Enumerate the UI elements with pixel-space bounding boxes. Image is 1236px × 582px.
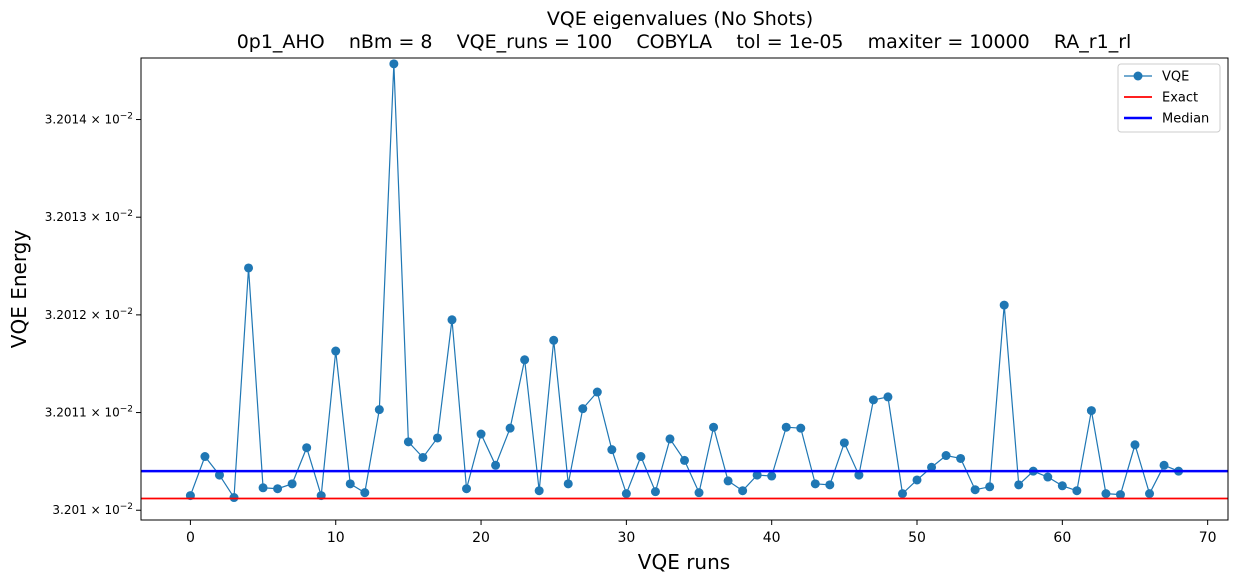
x-tick-label: 50 [908,530,926,546]
vqe-point [505,423,515,433]
x-tick-label: 60 [1053,530,1071,546]
vqe-point [592,387,602,397]
vqe-point [549,335,559,345]
x-tick-label: 20 [472,530,490,546]
vqe-point [432,433,442,443]
y-tick-label: 3.2012 × 10−2 [45,307,133,322]
y-axis: 3.201 × 10−2 3.2011 × 10−2 3.2012 × 10−2 3.… [45,112,141,517]
vqe-point [1101,489,1111,499]
vqe-point [1159,460,1169,470]
x-tick-label: 10 [327,530,345,546]
y-tick-label: 3.2013 × 10−2 [45,209,133,224]
plot-frame [140,57,1229,521]
vqe-point [709,422,719,432]
x-tick-label: 70 [1199,530,1217,546]
legend: VQE Exact Median [1117,63,1221,133]
vqe-point [752,470,762,480]
legend-marker-vqe [1133,71,1143,81]
vqe-point [1014,480,1024,490]
x-axis-label: VQE runs [638,550,730,574]
vqe-point [665,434,675,444]
vqe-point [1115,490,1125,500]
vqe-point [563,479,573,489]
y-axis-label: VQE Energy [7,230,31,349]
legend-label-vqe: VQE [1162,70,1189,85]
vqe-point [534,486,544,496]
vqe-point [694,488,704,498]
vqe-point [956,453,966,463]
x-tick-label: 40 [763,530,781,546]
vqe-point [970,485,980,495]
vqe-point [229,493,239,503]
vqe-point [868,395,878,405]
y-tick-label: 3.2011 × 10−2 [45,405,133,420]
x-tick-label: 0 [186,530,195,546]
vqe-point [578,404,588,414]
vqe-series-line [189,63,1179,500]
vqe-point [999,300,1009,310]
vqe-point [214,470,224,480]
chart-title: VQE eigenvalues (No Shots) [547,8,813,30]
vqe-point [462,484,472,494]
legend-box [1117,63,1221,133]
vqe-point [258,483,268,493]
vqe-point [1057,481,1067,491]
vqe-point [796,423,806,433]
vqe-point [941,451,951,461]
vqe-point [302,443,312,453]
plot-area [140,57,1229,521]
vqe-point [331,346,341,356]
vqe-point [781,422,791,432]
vqe-point [491,460,501,470]
vqe-point [360,488,370,498]
vqe-point [447,315,457,325]
vqe-point [680,455,689,465]
vqe-point [418,452,428,462]
vqe-point [636,452,646,462]
vqe-point [520,355,530,365]
vqe-point [912,475,922,485]
vqe-point [883,392,893,402]
vqe-point [897,489,907,499]
vqe-point [767,471,777,481]
y-tick-label: 3.2014 × 10−2 [45,112,133,127]
vqe-point [985,482,995,492]
vqe-point [607,445,617,455]
y-tick-label: 3.201 × 10−2 [52,502,133,517]
vqe-point [403,437,413,447]
vqe-point [621,489,631,499]
vqe-point [389,59,399,69]
vqe-point [200,452,210,462]
vqe-point [476,429,486,439]
vqe-point [839,438,849,448]
vqe-point [738,486,748,496]
vqe-point [273,484,283,494]
vqe-point [1130,440,1140,450]
vqe-point [345,479,355,489]
x-axis: 0 10 20 30 40 50 60 70 [186,520,1217,546]
vqe-point [374,405,384,415]
legend-label-exact: Exact [1162,91,1198,106]
vqe-point [650,487,660,497]
vqe-point [825,480,835,490]
vqe-point [1086,406,1096,416]
vqe-point [854,470,864,480]
x-tick-label: 30 [617,530,635,546]
chart-subtitle: 0p1_AHO nBm = 8 VQE_runs = 100 COBYLA to… [237,31,1132,53]
vqe-point [244,263,254,273]
vqe-point [927,462,937,472]
vqe-point [1043,472,1053,482]
vqe-point [287,479,297,489]
vqe-point [1072,486,1082,496]
vqe-point [810,479,820,489]
vqe-point [1145,489,1155,499]
legend-label-median: Median [1162,112,1209,127]
vqe-point [723,476,733,486]
